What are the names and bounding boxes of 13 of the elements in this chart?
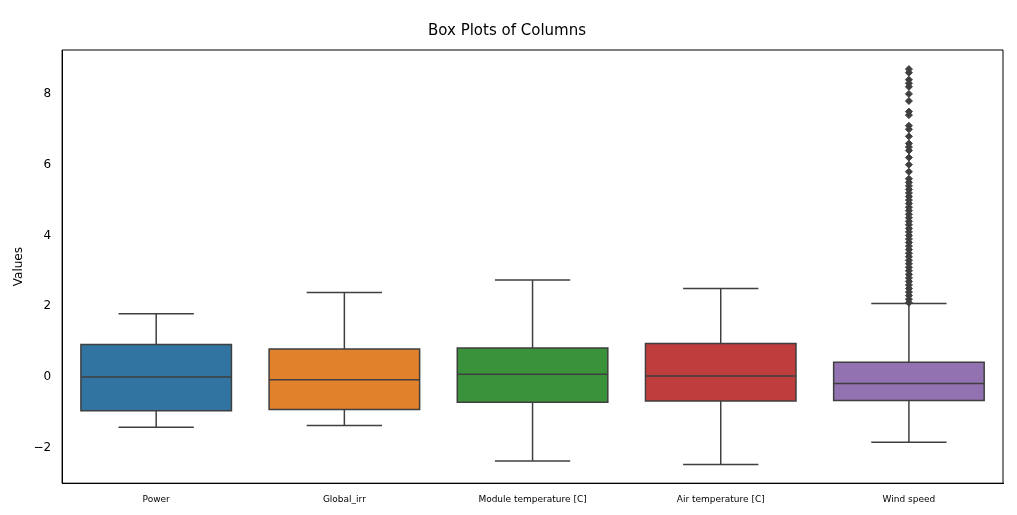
y-tick-label: 8 [43,86,52,101]
chart-title: Box Plots of Columns [428,20,587,39]
x-tick-label: Power [142,493,171,504]
y-axis-title: Values [11,246,26,287]
y-tick-label: 4 [43,227,52,242]
y-tick-label: 6 [43,156,52,171]
x-tick-label: Global_irr [322,493,367,504]
y-tick-label: 0 [43,369,52,384]
y-tick-label: −2 [33,439,52,454]
x-tick-label: Wind speed [882,493,936,504]
x-tick-label: Module temperature [C] [478,493,587,504]
x-tick-label: Air temperature [C] [676,493,765,504]
y-tick-label: 2 [43,298,52,313]
